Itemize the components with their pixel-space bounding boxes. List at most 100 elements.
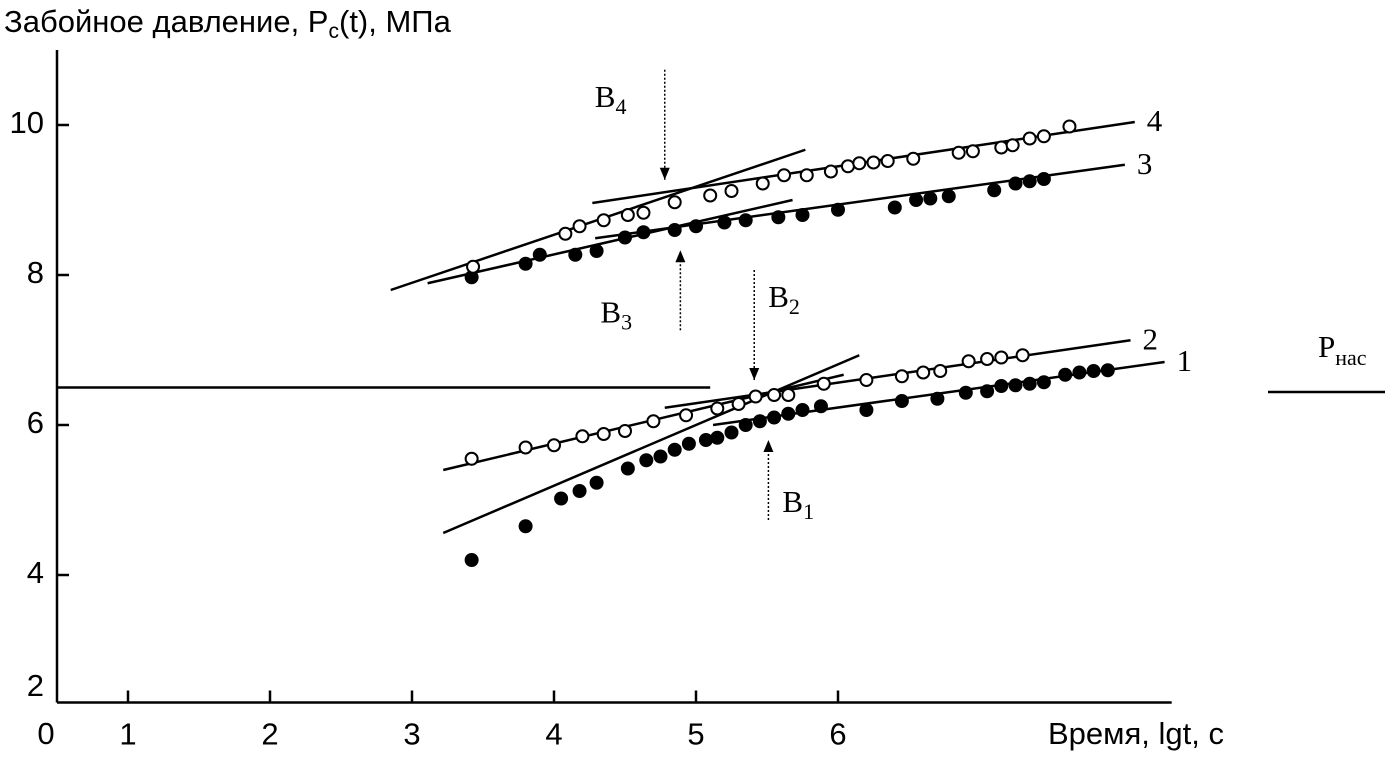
data-point: [771, 210, 786, 225]
annotation-label-sub: 4: [615, 94, 626, 119]
annotation-label-main: B: [768, 279, 789, 314]
y-tick-label: 10: [10, 105, 44, 140]
x-tick-label: 6: [829, 717, 846, 752]
series-label: 4: [1147, 103, 1163, 138]
data-point: [1036, 129, 1051, 144]
data-point: [636, 205, 651, 220]
data-point: [689, 219, 703, 234]
data-point: [1058, 367, 1073, 382]
data-point: [859, 373, 874, 387]
data-point: [781, 388, 796, 402]
data-point: [767, 388, 782, 402]
data-point: [724, 184, 739, 198]
data-point: [887, 200, 902, 215]
data-point: [752, 414, 767, 429]
data-point: [620, 461, 635, 476]
data-point: [620, 208, 635, 222]
data-point: [710, 401, 725, 416]
data-point: [667, 223, 682, 237]
title-sub: c: [329, 20, 340, 43]
data-point: [823, 164, 838, 179]
data-point: [816, 376, 831, 391]
x-tick-label: 3: [403, 717, 420, 752]
data-point: [738, 418, 753, 432]
data-point: [518, 519, 533, 534]
data-point: [781, 406, 796, 421]
data-point: [1015, 348, 1030, 363]
data-point: [667, 442, 682, 457]
x-tick-label: 5: [687, 717, 704, 752]
data-point: [813, 399, 828, 414]
fit-line: [595, 163, 1126, 240]
data-point: [1100, 363, 1115, 378]
data-point: [572, 219, 587, 234]
data-point: [852, 156, 867, 171]
data-point: [532, 247, 547, 262]
data-point: [994, 350, 1009, 365]
data-point: [916, 365, 931, 380]
data-point: [518, 256, 533, 271]
data-point: [994, 140, 1009, 155]
data-point: [909, 193, 924, 207]
data-point: [646, 414, 661, 429]
annotation-label: B3: [600, 294, 632, 334]
data-point: [710, 430, 725, 445]
data-point: [464, 553, 479, 567]
data-point: [777, 168, 792, 183]
x-origin-label: 0: [37, 716, 54, 751]
x-tick-label: 1: [119, 717, 136, 752]
data-point: [679, 408, 694, 423]
y-tick-label: 6: [27, 405, 44, 440]
data-point: [596, 427, 611, 441]
data-point: [731, 397, 746, 411]
annotation-label: B4: [595, 79, 627, 119]
arrow-head: [749, 368, 760, 380]
series-label: 3: [1137, 146, 1153, 181]
data-point: [748, 389, 763, 404]
annotation-label: B1: [782, 484, 814, 524]
annotation-label-sub: 2: [789, 294, 800, 319]
data-point: [965, 144, 980, 159]
data-point: [880, 154, 895, 168]
fit-line: [427, 198, 793, 285]
data-point: [653, 449, 668, 464]
annotation-label-main: B: [782, 484, 803, 519]
saturation-label-sub: нас: [1335, 345, 1367, 370]
data-point: [1022, 131, 1037, 146]
data-point: [795, 208, 810, 222]
arrow-head: [763, 440, 774, 452]
saturation-label: Pнас: [1318, 329, 1367, 370]
series-label: 1: [1177, 343, 1193, 378]
data-point: [1036, 172, 1051, 186]
fit-line: [442, 354, 860, 535]
data-point: [1036, 375, 1051, 390]
data-point: [724, 425, 739, 440]
data-point: [980, 352, 995, 366]
data-point: [795, 403, 810, 417]
data-point: [994, 379, 1009, 393]
data-point: [980, 384, 995, 399]
data-point: [923, 191, 938, 206]
series-label: 2: [1143, 321, 1159, 356]
data-point: [1005, 138, 1020, 153]
data-point: [961, 354, 976, 369]
data-point: [951, 145, 966, 160]
data-point: [589, 475, 604, 490]
data-point: [589, 244, 604, 258]
annotation-label-main: B: [600, 294, 621, 329]
y-origin-label: 2: [27, 668, 44, 703]
data-point: [894, 369, 909, 384]
x-tick-label: 2: [261, 717, 278, 752]
data-point: [894, 394, 909, 408]
data-point: [464, 451, 479, 466]
data-point: [596, 213, 611, 228]
data-point: [1008, 176, 1023, 191]
data-point: [755, 176, 770, 191]
data-point: [639, 453, 654, 468]
annotation-label: B2: [768, 279, 800, 319]
title-tail: (t), МПа: [339, 4, 452, 39]
data-point: [698, 433, 713, 447]
data-point: [558, 226, 573, 241]
data-point: [941, 189, 956, 204]
data-point: [667, 195, 682, 210]
